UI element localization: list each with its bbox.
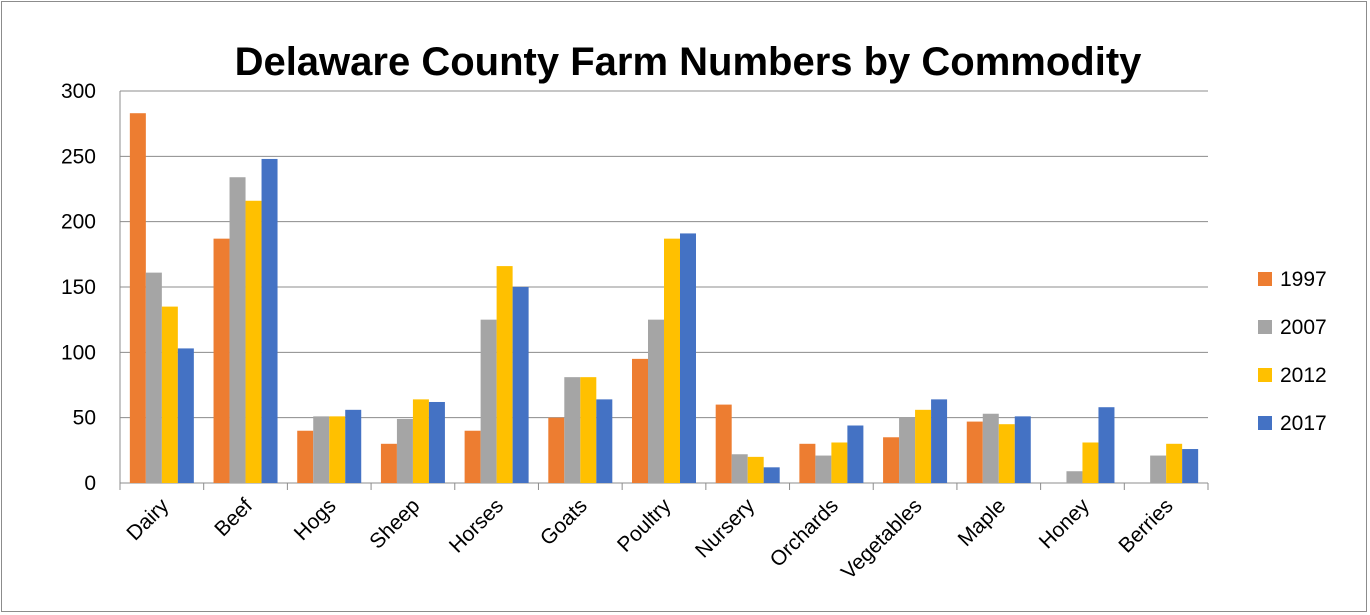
x-category-label: Beef [210, 494, 257, 541]
bar-2012-goats [580, 377, 597, 483]
bar-1997-beef [213, 238, 230, 483]
bar-1997-vegetables [883, 437, 900, 483]
x-category-label: Dairy [122, 494, 173, 545]
bar-2012-vegetables [915, 409, 932, 483]
legend-label: 2007 [1280, 316, 1327, 339]
legend-swatch [1258, 416, 1272, 430]
bar-2017-horses [512, 287, 529, 483]
bar-2007-goats [564, 377, 581, 483]
legend-label: 2017 [1280, 412, 1327, 435]
y-tick-label: 300 [61, 80, 96, 103]
bar-2012-nursery [747, 456, 764, 483]
bar-1997-maple [966, 421, 983, 483]
legend-swatch [1258, 368, 1272, 382]
chart-title: Delaware County Farm Numbers by Commodit… [235, 40, 1143, 84]
bar-2007-beef [229, 177, 246, 484]
legend-label: 2012 [1280, 364, 1327, 387]
bar-2012-hogs [329, 416, 346, 483]
x-category-label: Horses [445, 494, 508, 557]
x-category-label: Sheep [365, 494, 424, 553]
bar-2017-maple [1014, 416, 1031, 483]
bar-2007-vegetables [899, 417, 916, 483]
bar-2017-nursery [763, 467, 780, 483]
y-tick-label: 200 [61, 211, 96, 234]
bar-2017-beef [261, 158, 278, 484]
x-axis-categories: Dairy Beef Hogs Sheep Horses Goats Poultry Nurs… [122, 494, 1177, 584]
legend-swatch [1258, 272, 1272, 286]
bar-2017-vegetables [931, 399, 948, 483]
bar-2007-nursery [731, 454, 748, 483]
bar-2012-dairy [161, 306, 178, 483]
bar-2017-goats [596, 399, 613, 483]
bar-1997-hogs [297, 430, 314, 483]
bars [129, 113, 1199, 484]
bar-2007-maple [982, 413, 999, 483]
y-tick-label: 250 [61, 145, 96, 168]
x-category-label: Goats [536, 494, 592, 550]
bar-2012-sheep [412, 399, 429, 483]
x-category-label: Nursery [691, 494, 760, 563]
legend: 1997 2007 2012 2017 [1258, 268, 1327, 435]
bar-1997-nursery [715, 404, 732, 483]
legend-swatch [1258, 320, 1272, 334]
x-category-label: Orchards [766, 494, 843, 571]
x-category-label: Honey [1035, 494, 1095, 554]
bar-2007-sheep [396, 418, 413, 483]
y-tick-label: 100 [61, 341, 96, 364]
bar-2007-horses [480, 319, 497, 483]
bar-2017-dairy [177, 348, 194, 483]
bar-2007-berries [1150, 455, 1167, 483]
bar-2012-berries [1166, 443, 1183, 483]
bar-2012-beef [245, 200, 262, 483]
bar-2007-honey [1066, 471, 1083, 483]
bar-2007-dairy [145, 272, 162, 483]
bar-1997-dairy [129, 113, 146, 484]
bar-1997-orchards [799, 443, 816, 483]
bar-2007-orchards [815, 455, 832, 483]
bar-2017-hogs [345, 409, 362, 483]
bar-2007-poultry [648, 319, 664, 483]
bar-2017-orchards [847, 425, 864, 483]
x-category-label: Berries [1114, 494, 1177, 557]
x-category-label: Poultry [613, 494, 676, 557]
y-tick-label: 50 [73, 407, 96, 430]
bar-1997-horses [464, 430, 481, 483]
bar-1997-poultry [632, 358, 648, 483]
x-category-label: Maple [954, 494, 1011, 551]
bar-2012-poultry [664, 238, 680, 483]
bar-2007-hogs [313, 416, 330, 483]
bar-2017-poultry [680, 233, 696, 483]
y-tick-label: 150 [61, 276, 96, 299]
x-category-label: Vegetables [837, 494, 927, 584]
bar-2012-maple [998, 424, 1015, 483]
legend-label: 1997 [1280, 268, 1327, 291]
bar-1997-sheep [380, 443, 397, 483]
y-axis-ticks: 0 50 100 150 200 250 300 [61, 80, 96, 495]
bar-2012-horses [496, 266, 513, 483]
bar-2017-honey [1098, 407, 1115, 483]
bar-2017-sheep [428, 401, 445, 483]
bar-2017-berries [1182, 449, 1199, 483]
bar-2012-orchards [831, 442, 848, 483]
bar-2012-honey [1082, 442, 1099, 483]
x-category-label: Hogs [290, 494, 341, 545]
y-tick-label: 0 [84, 472, 96, 495]
bar-1997-goats [548, 417, 565, 483]
